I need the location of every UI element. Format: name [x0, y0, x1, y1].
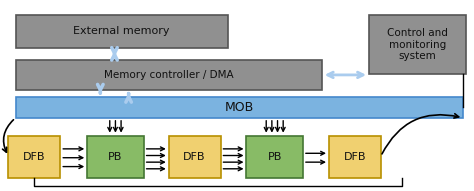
- Text: MOB: MOB: [225, 101, 254, 114]
- Text: PB: PB: [267, 152, 282, 162]
- Text: Memory controller / DMA: Memory controller / DMA: [104, 70, 234, 80]
- Text: DFB: DFB: [183, 152, 206, 162]
- FancyBboxPatch shape: [246, 136, 303, 178]
- FancyBboxPatch shape: [9, 136, 60, 178]
- FancyBboxPatch shape: [16, 15, 228, 48]
- Text: PB: PB: [108, 152, 123, 162]
- FancyBboxPatch shape: [16, 97, 463, 118]
- FancyBboxPatch shape: [369, 15, 465, 74]
- FancyBboxPatch shape: [87, 136, 144, 178]
- FancyBboxPatch shape: [16, 60, 322, 90]
- Text: External memory: External memory: [73, 26, 170, 36]
- Text: DFB: DFB: [23, 152, 46, 162]
- Text: DFB: DFB: [344, 152, 366, 162]
- Text: Control and
monitoring
system: Control and monitoring system: [387, 28, 447, 61]
- FancyBboxPatch shape: [329, 136, 381, 178]
- FancyBboxPatch shape: [169, 136, 220, 178]
